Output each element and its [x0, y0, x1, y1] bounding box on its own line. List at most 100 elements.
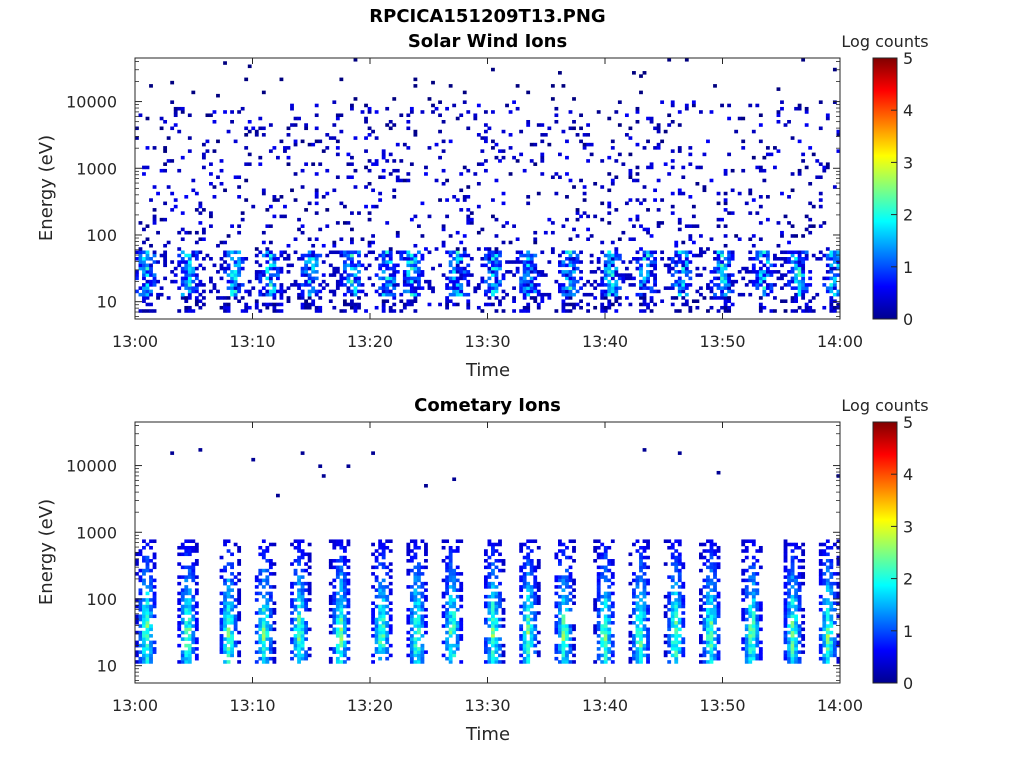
- heatmap-cell: [783, 273, 788, 277]
- heatmap-cell: [674, 253, 679, 258]
- heatmap-cell: [184, 660, 189, 664]
- heatmap-cell: [586, 159, 591, 163]
- heatmap-cell: [350, 292, 354, 297]
- heatmap-cell: [293, 640, 298, 645]
- heatmap-cell: [480, 279, 485, 284]
- heatmap-cell: [558, 627, 562, 632]
- heatmap-cell: [177, 614, 182, 619]
- heatmap-cell: [758, 266, 763, 271]
- heatmap-cell: [247, 289, 252, 294]
- heatmap-cell: [702, 621, 707, 625]
- heatmap-cell: [646, 253, 650, 258]
- heatmap-cell: [723, 273, 728, 277]
- heatmap-cell: [572, 559, 576, 563]
- heatmap-cell: [716, 309, 721, 313]
- x-tick-label: 13:10: [229, 332, 275, 351]
- heatmap-cell: [670, 257, 675, 261]
- heatmap-cell: [364, 136, 368, 140]
- heatmap-cell: [385, 283, 390, 287]
- heatmap-cell: [558, 594, 562, 599]
- heatmap-cell: [459, 273, 464, 277]
- heatmap-cell: [194, 601, 199, 605]
- heatmap-cell: [459, 624, 464, 628]
- heatmap-cell: [335, 568, 340, 573]
- heatmap-cell: [261, 253, 266, 258]
- heatmap-cell: [135, 136, 139, 140]
- heatmap-cell: [420, 253, 425, 258]
- heatmap-cell: [565, 585, 569, 589]
- heatmap-cell: [226, 630, 231, 635]
- heatmap-cell: [374, 594, 379, 599]
- heatmap-cell: [406, 542, 411, 547]
- heatmap-cell: [709, 562, 714, 566]
- heatmap-cell: [572, 257, 576, 261]
- heatmap-cell: [448, 630, 453, 635]
- heatmap-cell: [677, 650, 682, 654]
- heatmap-cell: [293, 581, 298, 586]
- heatmap-cell: [170, 208, 175, 212]
- heatmap-cell: [558, 562, 562, 566]
- heatmap-cell: [572, 305, 576, 310]
- heatmap-cell: [748, 656, 753, 661]
- heatmap-cell: [374, 136, 379, 140]
- heatmap-cell: [593, 660, 598, 664]
- heatmap-cell: [335, 152, 340, 157]
- heatmap-cell: [829, 289, 834, 294]
- heatmap-cell: [448, 565, 453, 570]
- heatmap-cell: [149, 559, 153, 563]
- heatmap-cell: [237, 286, 242, 290]
- heatmap-cell: [332, 123, 337, 127]
- heatmap-cell: [480, 227, 485, 232]
- heatmap-cell: [818, 572, 823, 576]
- heatmap-cell: [540, 296, 545, 300]
- heatmap-cell: [145, 617, 150, 622]
- heatmap-cell: [374, 575, 379, 579]
- heatmap-cell: [635, 214, 640, 219]
- heatmap-cell: [163, 253, 168, 258]
- heatmap-cell: [145, 634, 150, 638]
- heatmap-cell: [723, 201, 728, 206]
- heatmap-cell: [561, 656, 566, 661]
- heatmap-cell: [741, 168, 746, 173]
- heatmap-cell: [135, 598, 139, 602]
- heatmap-cell: [554, 627, 559, 632]
- heatmap-cell: [194, 647, 199, 651]
- heatmap-cell: [723, 309, 728, 313]
- heatmap-cell: [223, 581, 227, 586]
- heatmap-cell: [639, 302, 643, 307]
- heatmap-cell: [639, 617, 643, 622]
- heatmap-cell: [205, 113, 210, 118]
- heatmap-cell: [533, 627, 538, 632]
- heatmap-cell: [706, 598, 710, 602]
- heatmap-cell: [829, 585, 834, 589]
- heatmap-cell: [607, 598, 612, 602]
- heatmap-cell: [783, 614, 788, 619]
- heatmap-cell: [406, 257, 411, 261]
- heatmap-cell: [409, 611, 414, 615]
- heatmap-cell: [610, 559, 615, 563]
- heatmap-cell: [783, 260, 788, 264]
- heatmap-cell: [607, 257, 612, 261]
- heatmap-cell: [526, 119, 531, 124]
- heatmap-cell: [431, 289, 435, 294]
- heatmap-cell: [476, 283, 481, 287]
- heatmap-cell: [381, 647, 386, 651]
- heatmap-cell: [579, 250, 583, 255]
- heatmap-cell: [491, 634, 495, 638]
- heatmap-cell: [438, 113, 442, 118]
- heatmap-cell: [230, 637, 234, 641]
- heatmap-cell: [350, 106, 354, 111]
- heatmap-cell: [794, 234, 798, 238]
- heatmap-cell: [758, 601, 763, 605]
- heatmap-cell: [554, 172, 559, 176]
- heatmap-cell: [364, 119, 368, 124]
- heatmap-cell: [350, 289, 354, 294]
- heatmap-cell: [177, 106, 182, 111]
- heatmap-cell: [677, 110, 682, 114]
- heatmap-cell: [706, 607, 710, 612]
- heatmap-cell: [445, 575, 450, 579]
- heatmap-cell: [670, 204, 675, 209]
- heatmap-cell: [790, 542, 795, 547]
- heatmap-cell: [642, 253, 647, 258]
- heatmap-cell: [748, 565, 753, 570]
